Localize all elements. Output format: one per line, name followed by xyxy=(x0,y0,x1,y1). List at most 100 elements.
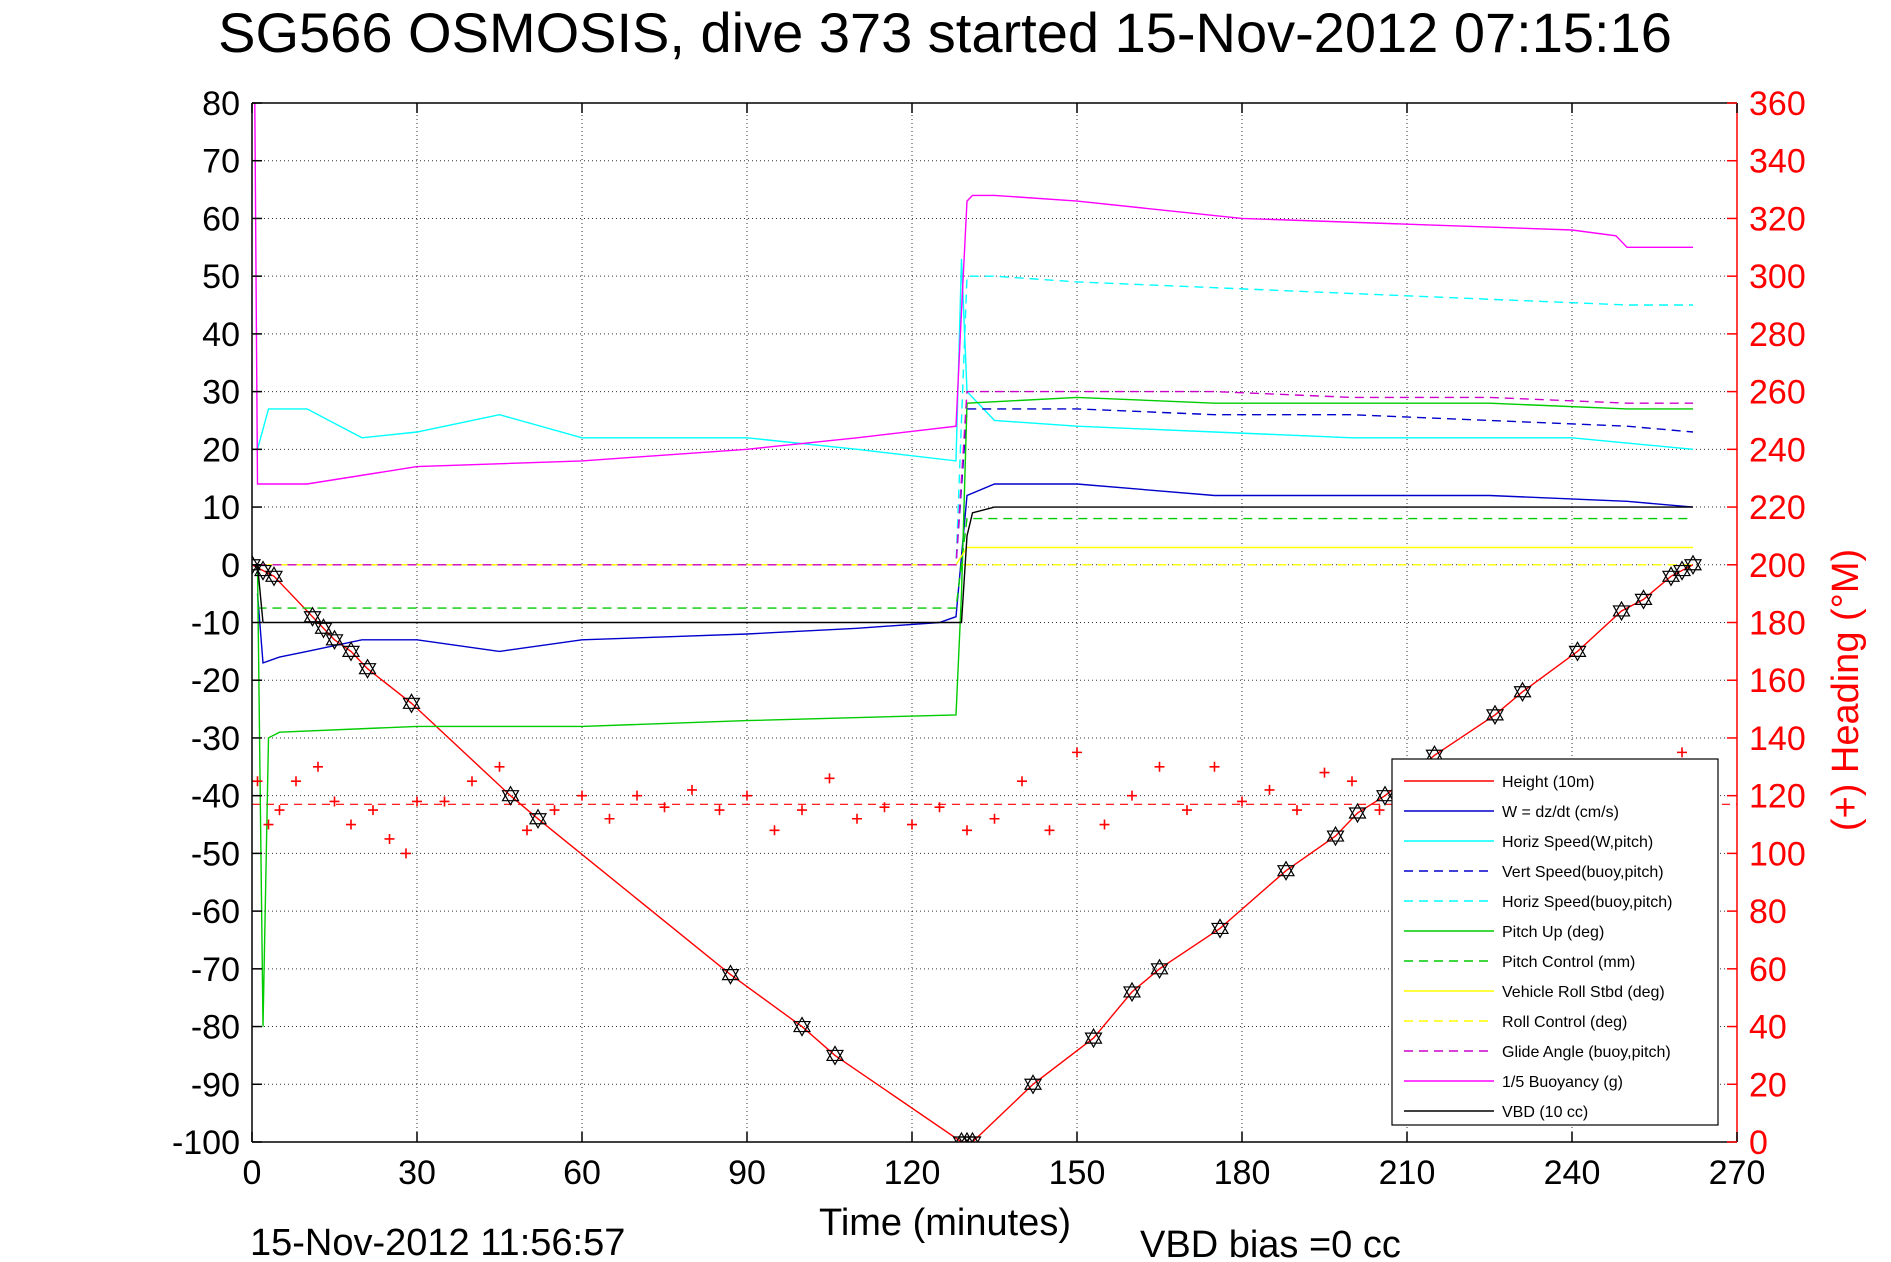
heading-marker xyxy=(346,819,356,830)
y2-tick-label: 340 xyxy=(1749,143,1806,181)
y2-tick-label: 180 xyxy=(1749,605,1806,643)
heading-marker xyxy=(329,796,340,807)
y-tick-label: 20 xyxy=(202,431,240,469)
y-tick-label: 0 xyxy=(221,547,240,585)
x-tick-label: 0 xyxy=(243,1154,262,1192)
y2-tick-label: 40 xyxy=(1749,1009,1787,1047)
heading-marker xyxy=(401,848,411,859)
depth-sample-marker xyxy=(1023,1074,1043,1095)
heading-marker xyxy=(274,805,285,816)
depth-sample-marker xyxy=(501,785,520,806)
legend-item-label: 1/5 Buoyancy (g) xyxy=(1502,1074,1623,1091)
series-line-9 xyxy=(257,390,1693,566)
y-tick-label: -10 xyxy=(191,605,240,643)
heading-marker xyxy=(1264,784,1275,795)
y-tick-label: -80 xyxy=(191,1009,240,1047)
series-line-6 xyxy=(257,517,1693,609)
series-line-1 xyxy=(256,483,1694,664)
vbd-bias-label: VBD bias =0 cc xyxy=(1140,1224,1401,1262)
chart-title: SG566 OSMOSIS, dive 373 started 15-Nov-2… xyxy=(218,1,1672,64)
heading-marker xyxy=(1374,805,1385,816)
heading-marker xyxy=(604,813,615,824)
series-line-4 xyxy=(257,275,1693,566)
depth-sample-marker xyxy=(1375,785,1395,806)
heading-marker xyxy=(549,805,560,816)
depth-sample-marker xyxy=(1513,681,1532,702)
legend-item-label: W = dz/dt (cm/s) xyxy=(1502,804,1619,821)
depth-sample-marker xyxy=(341,641,361,662)
x-axis-label: Time (minutes) xyxy=(819,1202,1071,1244)
y-tick-label: 30 xyxy=(202,374,240,412)
legend-item-label: VBD (10 cc) xyxy=(1502,1104,1588,1121)
depth-sample-marker xyxy=(1683,554,1703,575)
heading-marker xyxy=(989,813,1000,824)
y-tick-label: -50 xyxy=(191,835,240,873)
heading-marker xyxy=(1182,805,1192,816)
heading-marker xyxy=(1677,747,1687,758)
heading-marker xyxy=(368,805,378,816)
heading-marker xyxy=(1347,776,1357,787)
y2-tick-label: 200 xyxy=(1749,547,1806,585)
heading-marker xyxy=(291,776,301,787)
timestamp-label: 15-Nov-2012 11:56:57 xyxy=(250,1222,625,1262)
y2-tick-label: 0 xyxy=(1749,1124,1768,1162)
depth-sample-marker xyxy=(264,566,284,587)
legend-box xyxy=(1391,758,1719,1126)
heading-marker xyxy=(879,802,890,813)
heading-marker xyxy=(1319,767,1330,778)
x-tick-label: 180 xyxy=(1214,1154,1271,1192)
legend-item-label: Vehicle Roll Stbd (deg) xyxy=(1502,984,1665,1001)
legend-item-label: Vert Speed(buoy,pitch) xyxy=(1502,864,1664,881)
y2-tick-label: 100 xyxy=(1749,835,1806,873)
heading-marker xyxy=(934,802,945,813)
depth-sample-marker xyxy=(528,808,548,829)
heading-marker xyxy=(852,813,862,824)
y2-tick-label: 160 xyxy=(1749,662,1806,700)
depth-sample-marker xyxy=(721,964,740,985)
y-tick-label: -40 xyxy=(191,778,240,816)
legend-item-label: Height (10m) xyxy=(1502,774,1594,791)
y2-tick-label: 280 xyxy=(1749,316,1806,354)
depth-sample-marker xyxy=(314,618,333,639)
depth-sample-marker xyxy=(1568,641,1587,662)
y-tick-label: 70 xyxy=(202,143,240,181)
heading-marker xyxy=(1154,761,1165,772)
y-tick-label: 40 xyxy=(202,316,240,354)
heading-marker xyxy=(742,790,752,801)
y-tick-label: -30 xyxy=(191,720,240,758)
heading-marker xyxy=(769,825,780,836)
heading-marker xyxy=(1099,819,1110,830)
x-tick-label: 270 xyxy=(1709,1154,1766,1192)
y2-tick-label: 20 xyxy=(1749,1066,1787,1104)
x-tick-label: 60 xyxy=(563,1154,601,1192)
depth-sample-marker xyxy=(325,629,344,651)
depth-sample-marker xyxy=(825,1045,845,1066)
heading-marker xyxy=(1072,747,1082,758)
y2-tick-label: 360 xyxy=(1749,85,1806,123)
heading-marker xyxy=(797,805,807,816)
depth-sample-marker xyxy=(1084,1027,1103,1049)
legend-item-label: Roll Control (deg) xyxy=(1502,1014,1627,1031)
y-tick-label: 60 xyxy=(202,200,240,238)
heading-marker xyxy=(714,805,725,816)
series-line-11 xyxy=(256,506,1693,624)
y2-tick-label: 300 xyxy=(1749,258,1806,296)
series-line-2 xyxy=(256,258,1694,462)
y2-tick-label: 260 xyxy=(1749,374,1806,412)
y2-tick-label: 60 xyxy=(1749,951,1787,989)
y2-tick-label: 80 xyxy=(1749,893,1787,931)
series-line-0 xyxy=(252,564,1694,1142)
y2-axis-label: (+) Heading (°M) xyxy=(1825,549,1867,831)
depth-sample-marker xyxy=(358,658,377,679)
y-tick-label: 50 xyxy=(202,258,240,296)
x-tick-label: 240 xyxy=(1544,1154,1601,1192)
series-line-5 xyxy=(256,396,1693,1027)
y-tick-label: -90 xyxy=(191,1066,240,1104)
heading-marker xyxy=(1044,825,1055,836)
heading-marker xyxy=(687,784,697,795)
legend-item-label: Horiz Speed(buoy,pitch) xyxy=(1502,894,1672,911)
heading-marker xyxy=(439,796,450,807)
legend-item-label: Pitch Control (mm) xyxy=(1502,954,1635,971)
y2-tick-label: 240 xyxy=(1749,431,1806,469)
